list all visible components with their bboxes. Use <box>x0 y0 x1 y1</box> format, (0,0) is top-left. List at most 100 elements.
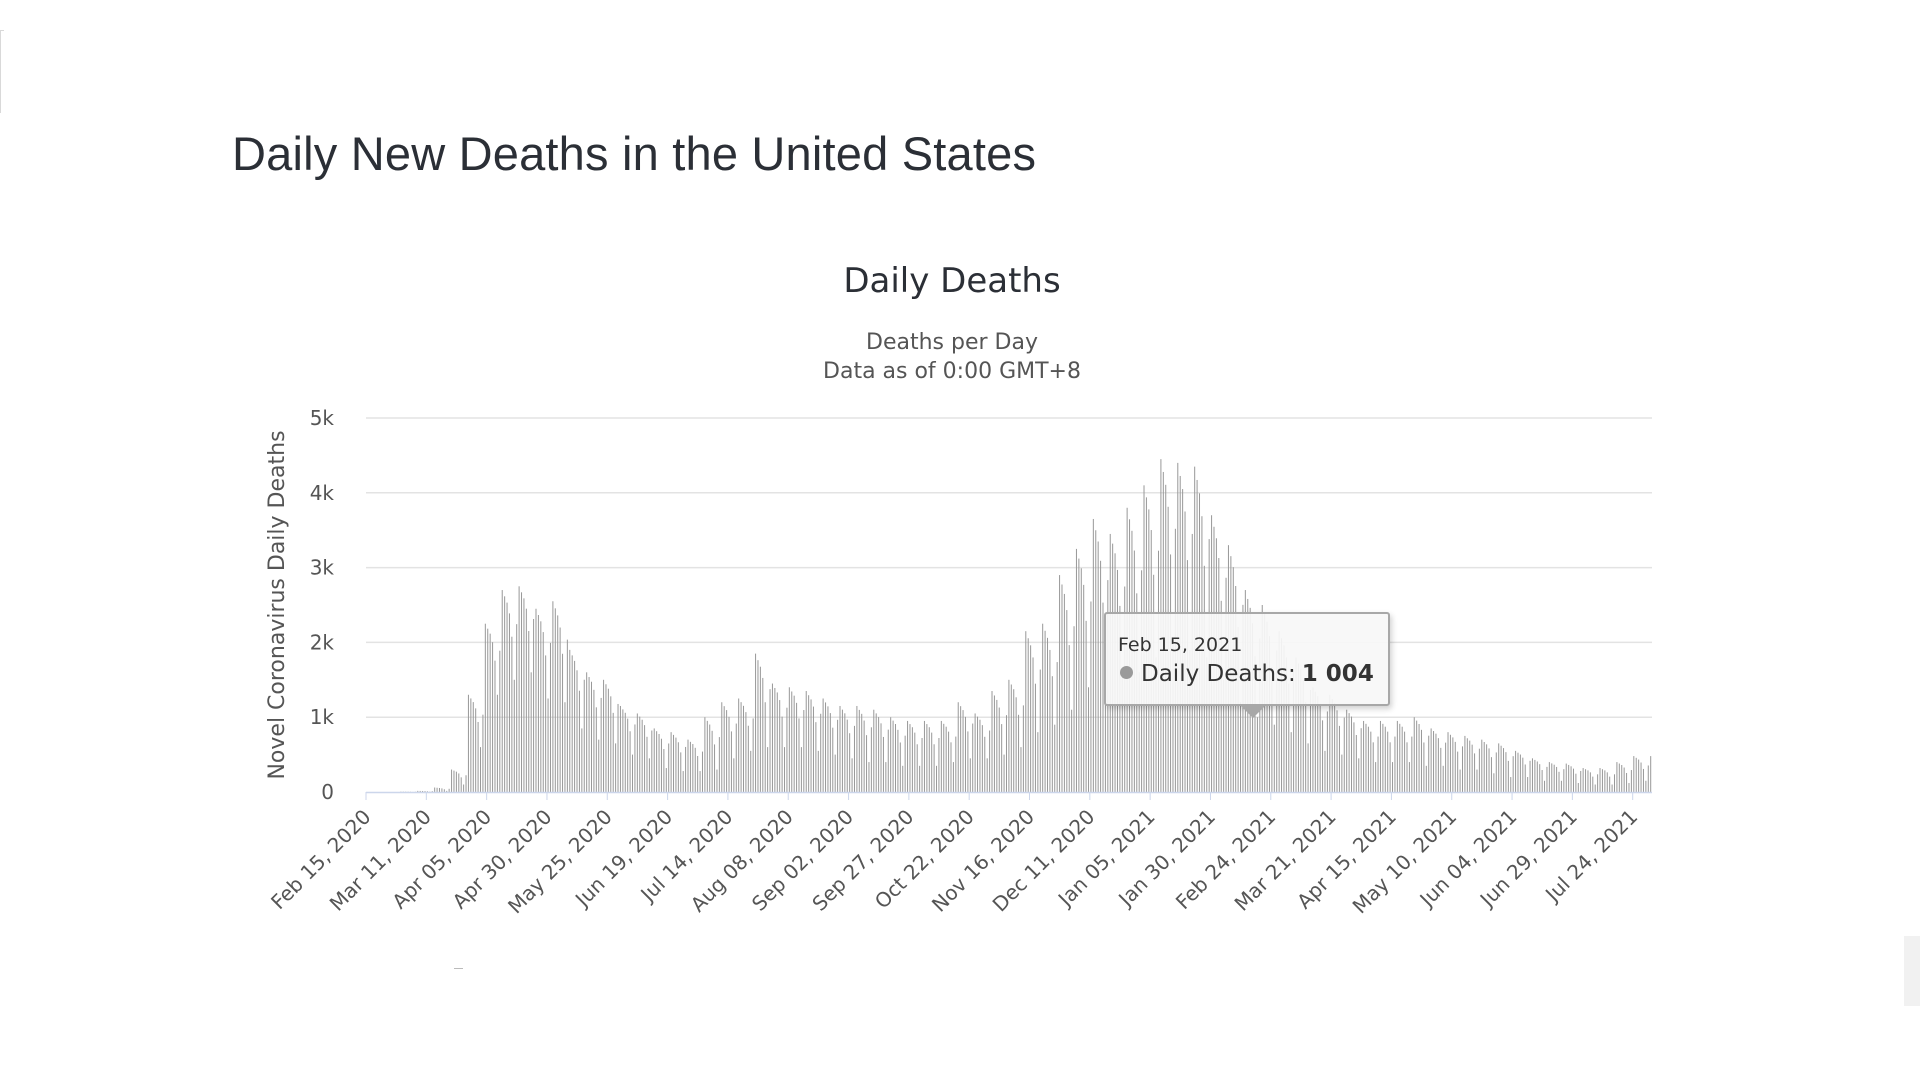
daily-bar <box>1003 754 1005 792</box>
daily-bar <box>651 730 653 792</box>
daily-bar <box>1633 756 1635 792</box>
daily-bar <box>1044 630 1046 792</box>
daily-bar <box>1471 744 1473 792</box>
daily-bar <box>1223 679 1225 792</box>
daily-bar <box>1317 696 1319 792</box>
daily-bar <box>424 791 426 792</box>
daily-bar <box>914 732 916 792</box>
daily-bar <box>979 719 981 792</box>
daily-bar <box>1283 645 1285 792</box>
daily-bar <box>1080 568 1082 792</box>
daily-bar <box>1647 765 1649 792</box>
daily-bar <box>974 713 976 792</box>
daily-bar <box>557 615 559 792</box>
daily-bar <box>1010 684 1012 792</box>
daily-bar <box>653 728 655 792</box>
daily-bar <box>800 747 802 792</box>
daily-bar <box>1553 764 1555 792</box>
daily-bar <box>682 771 684 792</box>
daily-bar <box>820 713 822 792</box>
daily-bar <box>1466 738 1468 792</box>
daily-bar <box>574 660 576 792</box>
daily-bar <box>1536 761 1538 792</box>
daily-bar <box>991 691 993 792</box>
daily-bar <box>624 712 626 792</box>
daily-bar <box>1054 724 1056 792</box>
daily-bar <box>540 621 542 792</box>
daily-bar <box>791 691 793 792</box>
daily-bar <box>769 689 771 792</box>
daily-bar <box>443 789 445 792</box>
daily-bar <box>788 687 790 792</box>
daily-bar <box>810 699 812 792</box>
daily-bar <box>501 590 503 792</box>
daily-bar <box>562 653 564 792</box>
daily-bar <box>1104 679 1106 792</box>
daily-bar <box>583 679 585 792</box>
daily-bar <box>759 666 761 792</box>
daily-bar <box>1546 766 1548 792</box>
daily-bar <box>1534 759 1536 792</box>
daily-bar <box>1618 763 1620 792</box>
chart-title: Daily Deaths <box>843 261 1060 301</box>
daily-bar <box>1290 732 1292 792</box>
daily-bar <box>513 679 515 792</box>
daily-bar <box>1268 636 1270 792</box>
daily-bar <box>598 739 600 792</box>
daily-bar <box>1503 748 1505 792</box>
daily-bar <box>1476 769 1478 792</box>
daily-bar <box>1495 752 1497 792</box>
daily-bar <box>1420 729 1422 792</box>
daily-bar <box>1416 720 1418 792</box>
daily-bar <box>1346 709 1348 792</box>
daily-bar <box>1411 736 1413 792</box>
daily-bar <box>771 683 773 792</box>
daily-bar <box>767 747 769 792</box>
daily-bar <box>1563 769 1565 792</box>
daily-bar <box>1319 703 1321 792</box>
daily-bar <box>1338 725 1340 792</box>
daily-bar <box>458 773 460 792</box>
daily-bar <box>1435 733 1437 792</box>
daily-bar <box>632 754 634 792</box>
daily-bar <box>1365 723 1367 792</box>
daily-bar <box>1100 560 1102 792</box>
daily-bar <box>714 744 716 792</box>
daily-bar <box>701 751 703 792</box>
daily-bar <box>1437 738 1439 792</box>
daily-bar <box>1341 754 1343 792</box>
daily-bar <box>504 596 506 792</box>
daily-bar <box>1005 715 1007 792</box>
daily-bar <box>742 705 745 792</box>
scroll-indicator <box>454 968 463 969</box>
daily-bar <box>1078 558 1080 792</box>
daily-bar <box>1001 724 1003 792</box>
scrollbar-thumb[interactable] <box>1904 936 1920 1006</box>
daily-bar <box>1384 726 1386 792</box>
daily-bar <box>1486 744 1488 792</box>
daily-bar <box>1570 766 1572 792</box>
daily-bar <box>844 713 846 792</box>
daily-bar <box>776 692 778 792</box>
daily-bar <box>967 731 969 792</box>
daily-bar <box>878 717 880 792</box>
daily-bar <box>1322 720 1324 792</box>
daily-bar <box>465 775 467 792</box>
daily-bar <box>670 732 672 792</box>
daily-bar <box>798 718 800 792</box>
daily-bar <box>1032 657 1034 792</box>
daily-bar <box>516 624 518 792</box>
daily-bar <box>721 702 723 792</box>
daily-bar <box>969 758 971 792</box>
daily-bar <box>1626 772 1628 792</box>
x-axis-ticks <box>365 792 1634 800</box>
daily-bar <box>1042 623 1044 792</box>
daily-bar <box>781 716 783 792</box>
daily-bar <box>870 727 872 792</box>
daily-bar <box>706 720 708 792</box>
daily-bar <box>957 702 959 792</box>
tooltip-row: Daily Deaths: 1 004 <box>1120 661 1374 687</box>
daily-bar <box>506 602 508 792</box>
daily-bar <box>1457 751 1459 792</box>
